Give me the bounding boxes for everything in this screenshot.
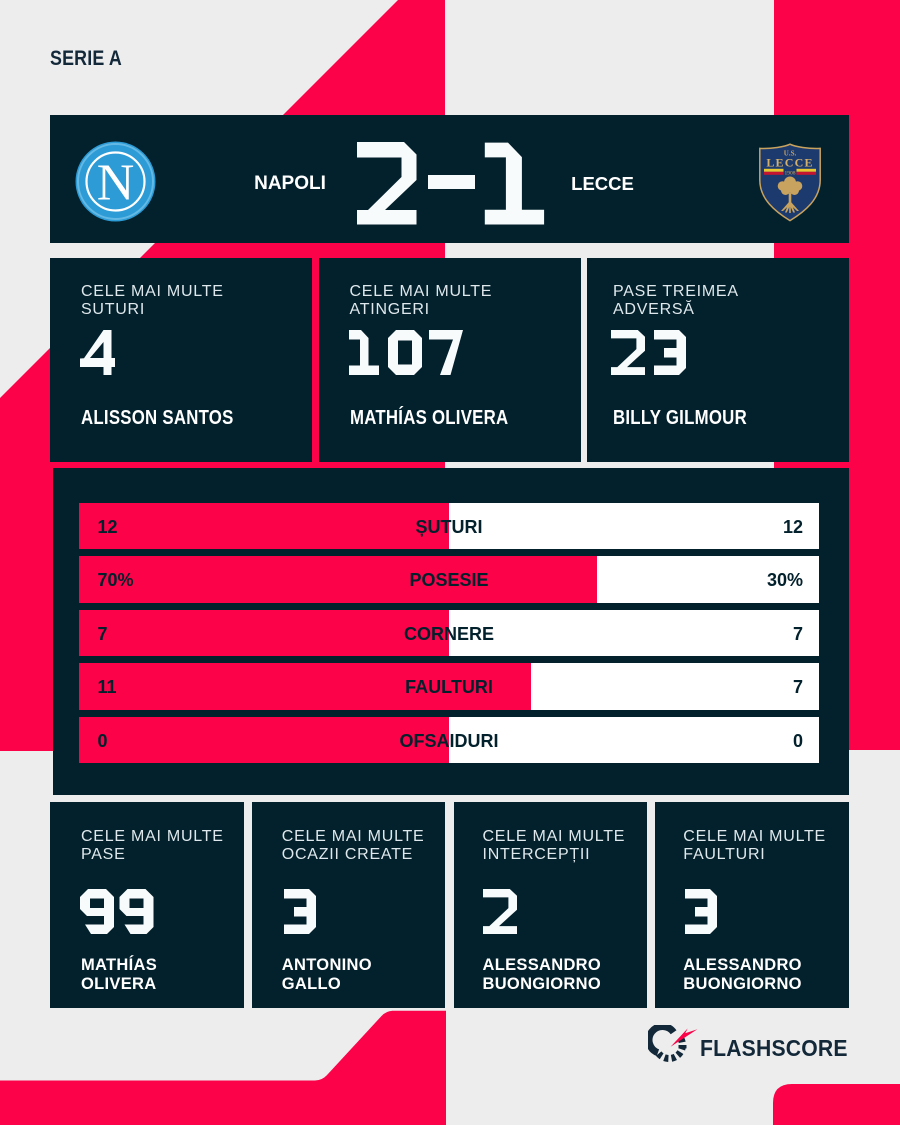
svg-text:LECCE: LECCE (766, 156, 813, 170)
svg-text:N: N (97, 155, 135, 212)
svg-text:U.S.: U.S. (784, 150, 797, 158)
svg-text:1908: 1908 (785, 171, 796, 177)
